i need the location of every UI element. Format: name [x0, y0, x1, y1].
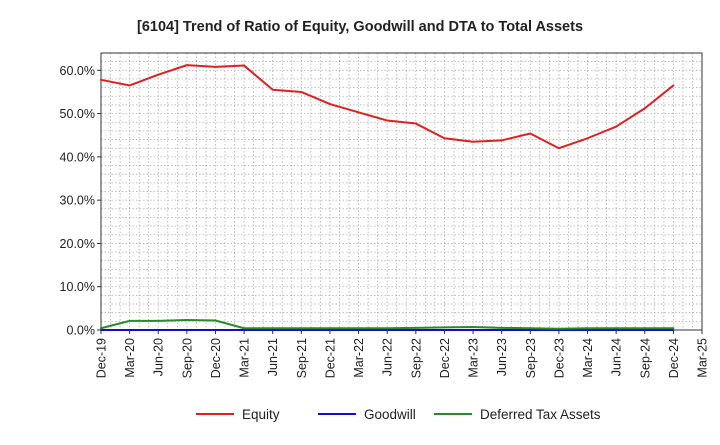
x-tick-label: Jun-24: [610, 338, 624, 376]
series-line-equity: [100, 64, 675, 150]
x-tick-label: Dec-19: [95, 338, 109, 378]
x-tick-label: Sep-24: [638, 338, 652, 378]
y-tick-label: 40.0%: [60, 150, 95, 164]
x-tick-label: Dec-22: [438, 338, 452, 378]
plot-background: [101, 53, 702, 330]
x-tick-label: Dec-21: [323, 338, 337, 378]
x-tick-label: Dec-20: [209, 338, 223, 378]
legend-label-equity: Equity: [242, 407, 280, 422]
legend-label-goodwill: Goodwill: [364, 407, 416, 422]
series-line-deferred-tax-assets: [100, 319, 675, 330]
y-tick-label: 0.0%: [67, 324, 96, 338]
grid-layer: [101, 53, 702, 330]
x-tick-label: Mar-23: [467, 338, 481, 378]
x-tick-label: Mar-22: [352, 338, 366, 378]
y-tick-label: 50.0%: [60, 107, 95, 121]
axis-layer: 0.0% 10.0% 20.0% 30.0% 40.0% 50.0% 60.0% Dec-19…: [60, 52, 710, 378]
x-tick-label: Dec-23: [552, 338, 566, 378]
x-tick-label: Sep-23: [524, 338, 538, 378]
x-tick-label: Sep-21: [295, 338, 309, 378]
legend: Equity Goodwill Deferred Tax Assets: [196, 407, 601, 422]
y-tick-label: 60.0%: [60, 64, 95, 78]
x-tick-label: Dec-24: [667, 338, 681, 378]
x-tick-label: Jun-21: [266, 338, 280, 376]
x-tick-label: Mar-25: [696, 338, 710, 378]
x-tick-label: Mar-20: [123, 338, 137, 378]
x-tick-label: Sep-20: [180, 338, 194, 378]
y-tick-label: 20.0%: [60, 237, 95, 251]
x-tick-label: Mar-21: [238, 338, 252, 378]
x-tick-label: Mar-24: [581, 338, 595, 378]
x-tick-label: Jun-22: [381, 338, 395, 376]
x-tick-label: Sep-22: [409, 338, 423, 378]
y-tick-label: 10.0%: [60, 280, 95, 294]
legend-label-deferred-tax-assets: Deferred Tax Assets: [480, 407, 601, 422]
x-tick-label: Jun-20: [152, 338, 166, 376]
y-tick-label: 30.0%: [60, 194, 95, 208]
series-layer: [100, 64, 675, 331]
chart-title: [6104] Trend of Ratio of Equity, Goodwil…: [137, 19, 583, 35]
x-tick-label: Jun-23: [495, 338, 509, 376]
